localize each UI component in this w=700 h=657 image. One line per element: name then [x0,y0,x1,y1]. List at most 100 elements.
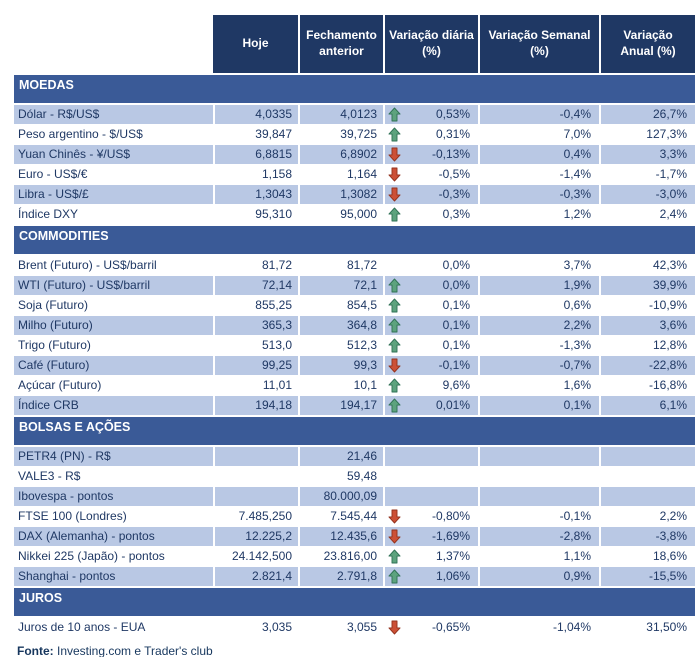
cell-hoje [213,487,298,506]
row-label: Soja (Futuro) [18,298,89,312]
cell-hoje [213,467,298,486]
cell-hoje: 1,3043 [213,185,298,204]
variacao-diaria-value: 0,1% [442,298,470,312]
cell-variacao-diaria: 1,37% [383,547,478,566]
row-label: Shanghai - pontos [14,567,213,586]
column-header: Variação diária (%) [383,15,478,73]
cell-variacao-anual: 2,2% [599,507,695,526]
table-row: VALE3 - R$ 59,48 [14,467,695,486]
cell-hoje: 6,8815 [213,145,298,164]
cell-hoje: 11,01 [213,376,298,395]
cell-variacao-anual: 2,4% [599,205,695,224]
cell-variacao-semanal: 0,9% [478,567,599,586]
cell-hoje: 99,25 [213,356,298,375]
table-row: DAX (Alemanha) - pontos 12.225,2 12.435,6 -… [14,527,695,546]
row-label: Índice DXY [18,207,79,221]
cell-fechamento-anterior: 2.791,8 [298,567,383,586]
cell-hoje: 2.821,4 [213,567,298,586]
column-header: Variação Semanal (%) [478,15,599,73]
trend-up-icon [387,569,401,585]
trend-none-spacer [387,449,401,465]
cell-variacao-semanal: 1,6% [478,376,599,395]
source-label: Fonte: [17,644,54,657]
cell-variacao-diaria: -1,69% [383,527,478,546]
cell-variacao-anual: 42,3% [599,256,695,275]
cell-variacao-semanal: -1,4% [478,165,599,184]
cell-hoje: 39,847 [213,125,298,144]
table-row: PETR4 (PN) - R$ 21,46 [14,447,695,466]
row-label: Ibovespa - pontos [14,487,213,506]
table-row: Libra - US$/£ 1,3043 1,3082 -0,3% -0,3% -3,0% [14,185,695,204]
variacao-diaria-value: -0,1% [438,358,470,372]
variacao-diaria-value: -0,65% [431,620,470,634]
cell-variacao-diaria: -0,5% [383,165,478,184]
cell-fechamento-anterior: 854,5 [298,296,383,315]
row-label: Índice CRB [14,396,213,415]
row-label: Milho (Futuro) [14,316,213,335]
cell-hoje: 7.485,250 [213,507,298,526]
row-label: Açúcar (Futuro) [18,378,102,392]
row-label: Libra - US$/£ [14,185,213,204]
cell-hoje: 4,0335 [213,105,298,124]
cell-variacao-diaria: 0,3% [383,205,478,224]
cell-variacao-diaria: 0,01% [383,396,478,415]
cell-hoje: 12.225,2 [213,527,298,546]
cell-variacao-diaria: 0,0% [383,276,478,295]
column-header: Variação Anual (%) [599,15,695,73]
cell-variacao-anual: -3,0% [599,185,695,204]
cell-fechamento-anterior: 6,8902 [298,145,383,164]
variacao-diaria-value: 0,31% [435,127,470,141]
table-row: Peso argentino - $/US$ 39,847 39,725 0,31% 7… [14,125,695,144]
trend-up-icon [387,318,401,334]
cell-fechamento-anterior: 72,1 [298,276,383,295]
variacao-diaria-value: 0,0% [442,278,470,292]
trend-up-icon [387,298,401,314]
cell-variacao-semanal [478,487,599,506]
source-text: Investing.com e Trader's club [57,644,213,657]
cell-variacao-diaria: -0,80% [383,507,478,526]
cell-hoje: 513,0 [213,336,298,355]
cell-variacao-anual: 3,6% [599,316,695,335]
table-row: Brent (Futuro) - US$/barril 81,72 81,72 0,0… [14,256,695,275]
cell-variacao-semanal: -0,7% [478,356,599,375]
section-rows: PETR4 (PN) - R$ 21,46 VALE3 - R$ 59,48 Ibove… [14,447,695,586]
variacao-diaria-value: -1,69% [431,529,470,543]
table-row: Açúcar (Futuro) 11,01 10,1 9,6% 1,6% -16,8% [14,376,695,395]
cell-variacao-semanal: -0,3% [478,185,599,204]
cell-variacao-anual [599,447,695,466]
cell-variacao-semanal: 1,9% [478,276,599,295]
trend-up-icon [387,338,401,354]
section-rows: Brent (Futuro) - US$/barril 81,72 81,72 0,0… [14,256,695,415]
row-label: DAX (Alemanha) - pontos [14,527,213,546]
trend-up-icon [387,378,401,394]
cell-variacao-diaria: 0,31% [383,125,478,144]
table-row: Índice DXY 95,310 95,000 0,3% 1,2% 2,4% [14,205,695,224]
table-header-row: Hoje Fechamento anterior Variação diária (… [14,15,695,73]
cell-fechamento-anterior: 99,3 [298,356,383,375]
row-label: PETR4 (PN) - R$ [14,447,213,466]
section-header: MOEDAS [14,75,695,103]
variacao-diaria-value: 0,0% [442,258,470,272]
section-header: COMMODITIES [14,226,695,254]
variacao-diaria-value: 0,01% [435,398,470,412]
cell-variacao-diaria: 0,0% [383,256,478,275]
row-label: Juros de 10 anos - EUA [18,620,146,634]
row-label: Peso argentino - $/US$ [18,127,143,141]
section-rows: Dólar - R$/US$ 4,0335 4,0123 0,53% -0,4% 26,7… [14,105,695,224]
table-row: Shanghai - pontos 2.821,4 2.791,8 1,06% 0,9%… [14,567,695,586]
table-row: Ibovespa - pontos 80.000,09 [14,487,695,506]
cell-variacao-diaria: 0,1% [383,316,478,335]
cell-variacao-diaria: 0,1% [383,296,478,315]
cell-variacao-anual: -1,7% [599,165,695,184]
cell-variacao-semanal: 3,7% [478,256,599,275]
cell-variacao-anual [599,487,695,506]
cell-variacao-anual: 18,6% [599,547,695,566]
cell-fechamento-anterior: 4,0123 [298,105,383,124]
table-sections: MOEDAS Dólar - R$/US$ 4,0335 4,0123 0,53% -0,… [14,75,695,637]
trend-up-icon [387,278,401,294]
cell-variacao-semanal: -1,3% [478,336,599,355]
cell-variacao-anual [599,467,695,486]
row-label: Yuan Chinês - ¥/US$ [14,145,213,164]
variacao-diaria-value: 1,06% [435,569,470,583]
